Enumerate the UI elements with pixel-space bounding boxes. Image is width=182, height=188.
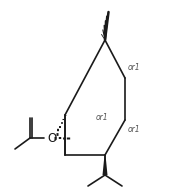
Text: or1: or1 [96, 114, 109, 123]
Text: or1: or1 [128, 64, 141, 73]
Polygon shape [102, 155, 108, 175]
Text: O: O [47, 133, 57, 146]
Text: or1: or1 [128, 126, 141, 134]
